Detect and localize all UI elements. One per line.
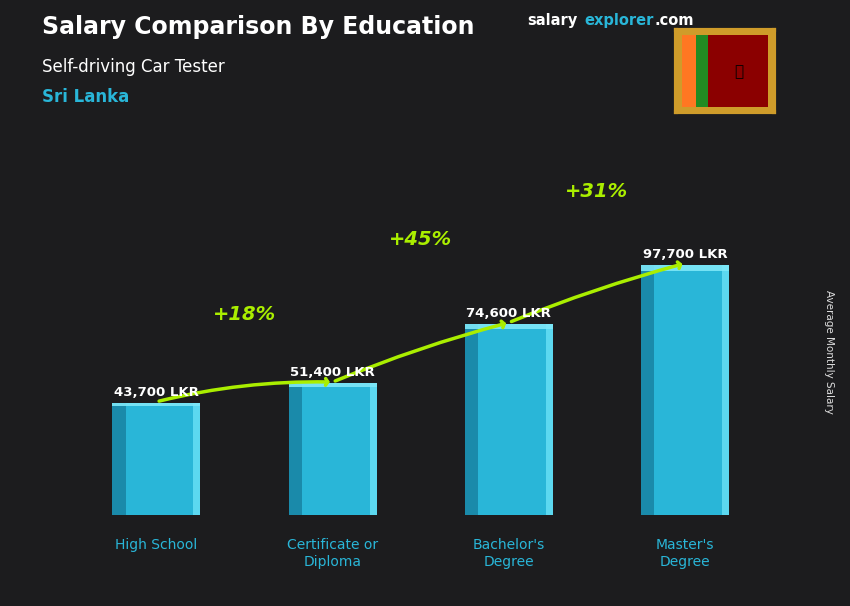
Bar: [641, 265, 729, 271]
Bar: [465, 324, 552, 515]
Text: +31%: +31%: [565, 182, 628, 201]
Text: Bachelor's
Degree: Bachelor's Degree: [473, 538, 545, 570]
Text: 🦁: 🦁: [734, 64, 744, 79]
Bar: [696, 35, 708, 107]
Bar: [112, 403, 201, 515]
Text: 43,700 LKR: 43,700 LKR: [114, 386, 199, 399]
Bar: [289, 384, 302, 515]
Text: Average Monthly Salary: Average Monthly Salary: [824, 290, 834, 413]
Bar: [289, 384, 377, 515]
Bar: [112, 403, 201, 406]
Bar: [194, 403, 201, 515]
Text: salary: salary: [527, 13, 577, 28]
Text: .com: .com: [654, 13, 694, 28]
Text: Sri Lanka: Sri Lanka: [42, 88, 130, 106]
Text: 97,700 LKR: 97,700 LKR: [643, 248, 728, 261]
Bar: [289, 384, 377, 387]
Text: Certificate or
Diploma: Certificate or Diploma: [287, 538, 378, 570]
Text: explorer: explorer: [585, 13, 654, 28]
Text: High School: High School: [116, 538, 197, 552]
Bar: [641, 265, 729, 515]
Bar: [112, 403, 126, 515]
Bar: [465, 324, 552, 328]
Bar: [682, 35, 696, 107]
Bar: [370, 384, 377, 515]
Bar: [682, 35, 768, 107]
Text: 51,400 LKR: 51,400 LKR: [290, 367, 375, 379]
Bar: [546, 324, 552, 515]
Text: 74,600 LKR: 74,600 LKR: [467, 307, 552, 320]
Bar: [465, 324, 478, 515]
Text: +18%: +18%: [213, 305, 276, 324]
FancyArrowPatch shape: [159, 379, 328, 401]
Text: +45%: +45%: [389, 230, 452, 250]
Bar: [708, 35, 768, 107]
Bar: [641, 265, 654, 515]
FancyArrowPatch shape: [512, 262, 680, 322]
Text: Master's
Degree: Master's Degree: [656, 538, 714, 570]
Text: Salary Comparison By Education: Salary Comparison By Education: [42, 15, 475, 39]
Bar: [722, 265, 729, 515]
Text: Self-driving Car Tester: Self-driving Car Tester: [42, 58, 225, 76]
FancyArrowPatch shape: [335, 321, 504, 381]
